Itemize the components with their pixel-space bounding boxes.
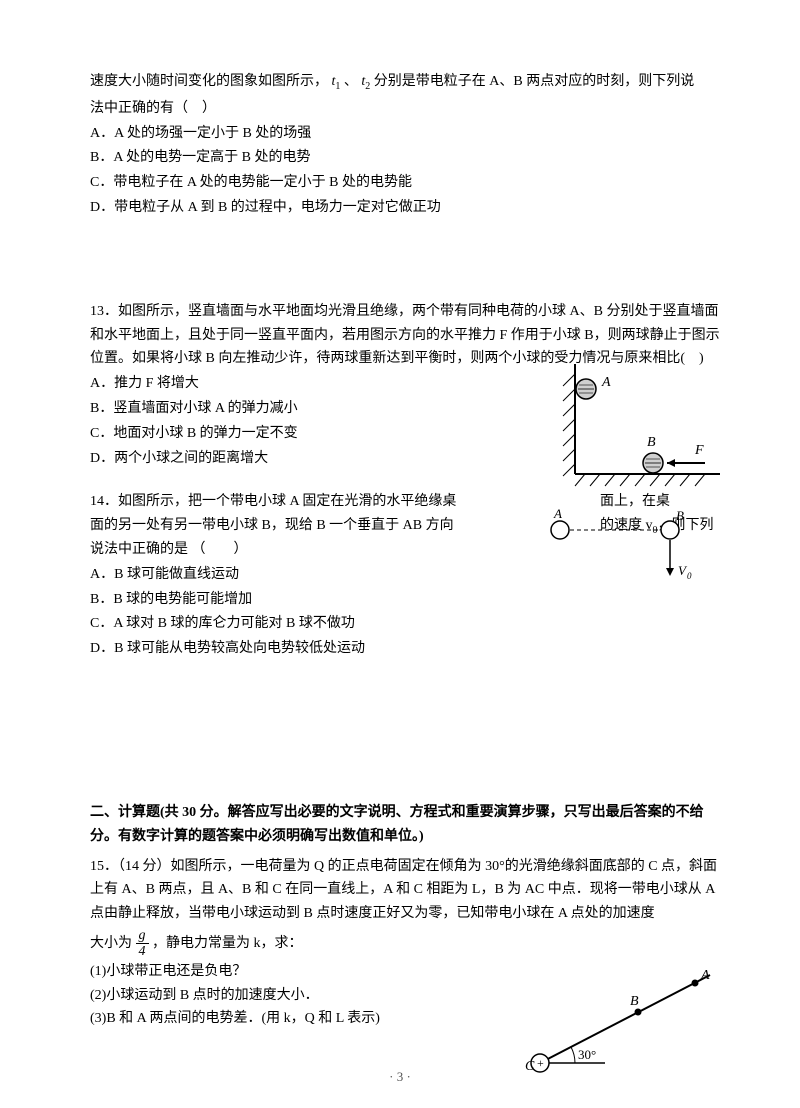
q15-label-a: A	[700, 968, 710, 983]
q12-t1-sub: 1	[335, 81, 340, 92]
q13-intro: 13．如图所示，竖直墙面与水平地面均光滑且绝缘，两个带有同种电荷的小球 A、B …	[90, 300, 720, 371]
q13-option-a: A．推力 F 将增大	[90, 372, 720, 396]
q13-option-c: C．地面对小球 B 的弹力一定不变	[90, 422, 720, 446]
page-number: · 3 ·	[0, 1066, 800, 1088]
q14-label-v0-sub: 0	[687, 571, 692, 581]
q15-block: 15．（14 分）如图所示，一电荷量为 Q 的正点电荷固定在倾角为 30°的光滑…	[90, 855, 720, 1032]
q13-options: A．推力 F 将增大 B．竖直墙面对小球 A 的弹力减小 C．地面对小球 B 的…	[90, 372, 720, 470]
q12-tsep: 、	[344, 74, 358, 89]
q13-option-b: B．竖直墙面对小球 A 的弹力减小	[90, 397, 720, 421]
q15-line4-pre: 大小为	[90, 936, 132, 951]
q15-angle: 30°	[578, 1047, 596, 1062]
q14-diagram: A B V 0	[540, 500, 710, 590]
q13-option-d: D．两个小球之间的距离增大	[90, 447, 720, 471]
q15-diagram: 30° + C B A	[525, 965, 720, 1075]
q15-intro: 15．（14 分）如图所示，一电荷量为 Q 的正点电荷固定在倾角为 30°的光滑…	[90, 855, 720, 926]
q13-block: 13．如图所示，竖直墙面与水平地面均光滑且绝缘，两个带有同种电荷的小球 A、B …	[90, 300, 720, 471]
q12-option-c: C．带电粒子在 A 处的电势能一定小于 B 处的电势能	[90, 171, 720, 195]
q15-frac-num: g	[136, 928, 149, 944]
q12-options: A．A 处的场强一定小于 B 处的场强 B．A 处的电势一定高于 B 处的电势 …	[90, 122, 720, 220]
q15-frac-den: 4	[136, 944, 149, 959]
q12-intro-cont: 分别是带电粒子在 A、B 两点对应的时刻，则下列说	[374, 74, 694, 89]
q12-intro: 速度大小随时间变化的图象如图所示， t1 、 t2 分别是带电粒子在 A、B 两…	[90, 70, 720, 95]
q15-fraction: g 4	[136, 928, 149, 960]
q15-label-b: B	[630, 994, 639, 1009]
q12-option-b: B．A 处的电势一定高于 B 处的电势	[90, 146, 720, 170]
page-container: 速度大小随时间变化的图象如图所示， t1 、 t2 分别是带电粒子在 A、B 两…	[0, 0, 800, 1108]
q14-option-d: D．B 球可能从电势较高处向电势较低处运动	[90, 637, 720, 661]
q12-t2-sub: 2	[365, 81, 370, 92]
q14-intro-l1: 14．如图所示，把一个带电小球 A 固定在光滑的水平绝缘桌	[90, 494, 456, 509]
q15-line4-post: ，静电力常量为 k，求：	[152, 936, 303, 951]
q14-option-b: B．B 球的电势能可能增加	[90, 588, 720, 612]
q14-label-b: B	[676, 508, 684, 523]
q12-option-a: A．A 处的场强一定小于 B 处的场强	[90, 122, 720, 146]
section2-title: 二、计算题(共 30 分。解答应写出必要的文字说明、方程式和重要演算步骤，只写出…	[90, 801, 720, 849]
q12-intro-part1: 速度大小随时间变化的图象如图所示，	[90, 74, 328, 89]
q12-option-d: D．带电粒子从 A 到 B 的过程中，电场力一定对它做正功	[90, 196, 720, 220]
q14-label-a: A	[553, 506, 562, 521]
q14-intro-l2: 面的另一处有另一带电小球 B，现给 B 一个垂直于 AB 方向	[90, 518, 454, 533]
q12-intro-line2: 法中正确的有（ ）	[90, 97, 720, 121]
q14-option-c: C．A 球对 B 球的库仑力可能对 B 球不做功	[90, 612, 720, 636]
q14-block: 14．如图所示，把一个带电小球 A 固定在光滑的水平绝缘桌 面上，在桌 面的另一…	[90, 490, 720, 661]
